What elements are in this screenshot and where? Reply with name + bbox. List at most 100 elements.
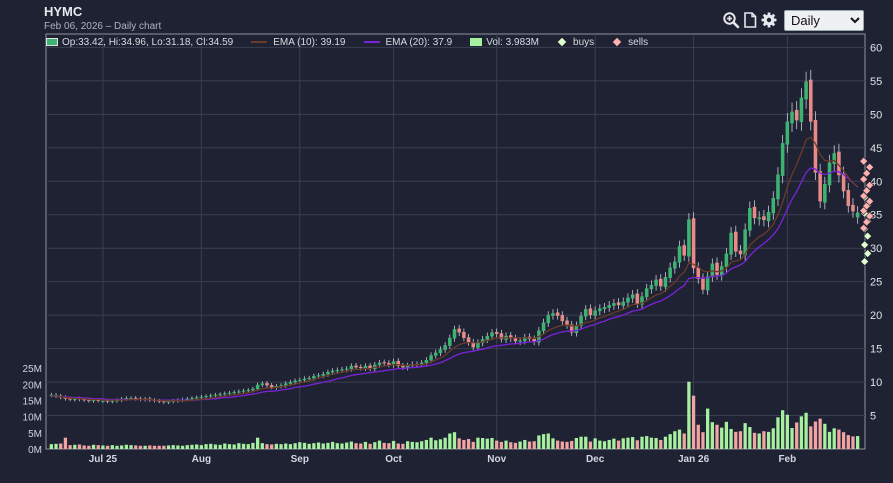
volume-bar (54, 443, 58, 449)
candle-body (612, 303, 616, 306)
period-select[interactable]: Daily (784, 10, 864, 31)
volume-bar (237, 443, 241, 449)
volume-bar (616, 440, 621, 449)
candle-body (471, 342, 476, 348)
candle-body (218, 394, 222, 396)
volume-bar (96, 445, 100, 449)
volume-bar (288, 444, 293, 449)
candle-body (462, 331, 466, 338)
candle-body (649, 285, 654, 290)
candle-body (227, 392, 232, 394)
volume-bar (443, 437, 447, 449)
volume-bar (382, 442, 386, 449)
volume-bar (195, 444, 199, 449)
volume-bar (452, 432, 457, 449)
volume-bar (105, 445, 110, 449)
volume-bar (148, 445, 152, 449)
price-tick-label: 20 (870, 310, 882, 322)
candle-body (513, 338, 518, 342)
volume-bar (115, 445, 119, 449)
candle-body (288, 382, 293, 384)
candle-body (579, 315, 583, 326)
volume-bar (171, 445, 175, 449)
volume-bar (734, 431, 738, 449)
candle-body (841, 173, 846, 192)
candle-body (223, 393, 227, 395)
volume-bar (677, 429, 682, 449)
candle-body (598, 308, 602, 312)
volume-bar (340, 443, 344, 449)
chart-legend: Op:33.42, Hi:34.96, Lo:31.18, Cl:34.59 E… (46, 35, 864, 49)
candle-body (438, 349, 443, 354)
volume-bar (87, 445, 91, 449)
candle-body (752, 206, 757, 219)
candle-body (298, 380, 302, 382)
volume-bar (841, 432, 846, 449)
volume-bar (284, 443, 288, 449)
buy-marker (860, 257, 870, 267)
legend-buys-text: buys (573, 36, 595, 48)
buy-marker (863, 249, 873, 258)
candle-body (260, 383, 265, 386)
volume-bar (101, 445, 105, 449)
volume-bar (265, 444, 269, 449)
volume-bar (771, 428, 775, 449)
candle-body (213, 394, 218, 396)
candle-body (316, 375, 321, 377)
price-tick-label: 10 (870, 377, 882, 389)
candle-body (560, 315, 565, 322)
volume-bar (349, 441, 354, 449)
candle-body (565, 320, 569, 326)
candle-body (823, 183, 827, 203)
candle-body (91, 400, 96, 402)
volume-bar (626, 437, 630, 449)
legend-ohlc-text: Op:33.42, Hi:34.96, Lo:31.18, Cl:34.59 (62, 36, 234, 48)
candle-body (443, 345, 447, 350)
volume-bar (813, 421, 818, 449)
candle-body (541, 322, 546, 332)
volume-bar (223, 443, 227, 449)
candle-body (626, 297, 630, 303)
candle-body (546, 315, 551, 324)
candle-body (701, 278, 705, 290)
volume-bar (640, 436, 644, 449)
volume-tick-label: 0M (28, 445, 42, 456)
candle-body (593, 310, 597, 316)
candle-body (129, 398, 133, 400)
candle-body (663, 276, 668, 288)
volume-bar (110, 445, 114, 449)
candle-body (602, 307, 607, 310)
volume-bar (668, 434, 672, 449)
candle-body (269, 385, 274, 388)
candle-body (424, 359, 429, 364)
date-tick-label: Sep (291, 454, 309, 465)
candle-body (616, 302, 621, 306)
candle-body (668, 267, 672, 278)
volume-bar (424, 439, 429, 449)
legend-ema20-swatch (363, 41, 380, 43)
volume-bar (799, 416, 804, 449)
volume-bar (138, 445, 143, 449)
candle-body (518, 340, 522, 342)
legend-ema20-text: EMA (20): 37.9 (385, 36, 453, 48)
legend-buys: buys (557, 37, 594, 48)
candle-body (466, 337, 471, 343)
ema10-line (51, 136, 859, 402)
candle-body (363, 366, 368, 369)
legend-ema10-swatch (251, 41, 268, 43)
volume-bar (391, 440, 396, 449)
volume-bar (856, 436, 860, 449)
candle-body (283, 383, 288, 386)
gear-icon[interactable] (760, 11, 778, 29)
volume-bar (523, 439, 527, 449)
volume-bar (724, 421, 729, 449)
volume-bar (457, 438, 461, 449)
volume-bar (274, 443, 279, 449)
volume-bar (143, 445, 147, 449)
volume-bar (635, 440, 639, 449)
document-icon[interactable] (741, 11, 759, 29)
candle-body (851, 204, 855, 212)
candle-body (607, 305, 611, 308)
zoom-in-icon[interactable] (722, 11, 740, 29)
candle-body (837, 151, 841, 176)
